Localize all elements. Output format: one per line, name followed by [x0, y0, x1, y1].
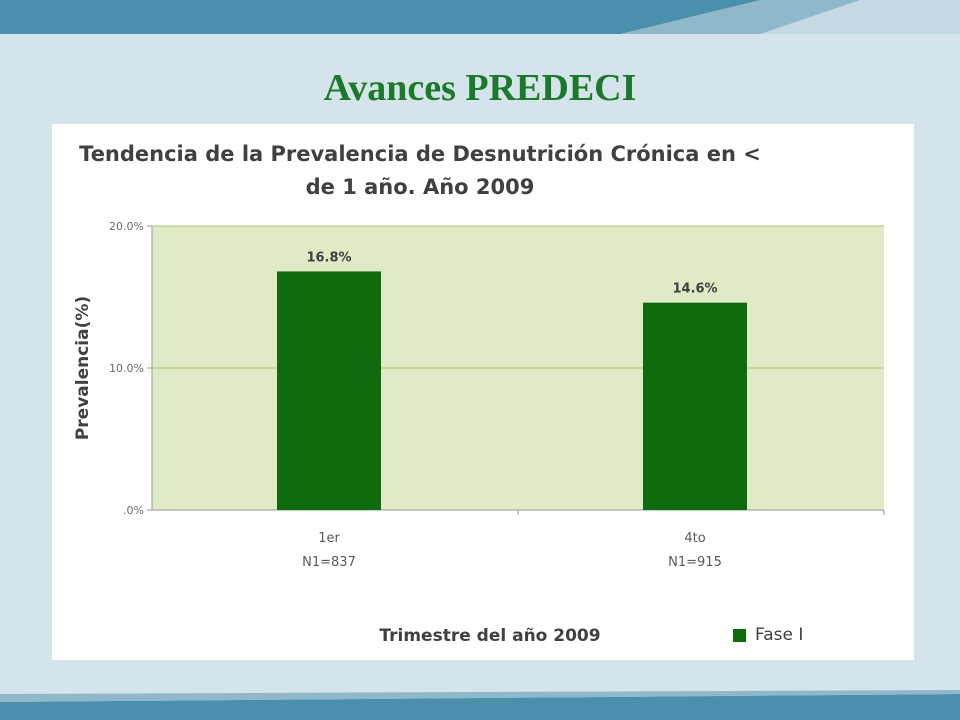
x-category-label: 1er — [318, 531, 340, 546]
slide-title: Avances PREDECI — [323, 67, 637, 109]
y-axis-title: Prevalencia(%) — [73, 296, 93, 440]
chart-legend: Fase I — [733, 624, 803, 646]
bar-data-label: 16.8% — [306, 250, 351, 265]
x-axis-title: Trimestre del año 2009 — [379, 626, 600, 646]
legend-label-fase-i: Fase I — [755, 625, 804, 645]
bar-data-label: 14.6% — [672, 282, 717, 297]
bottom-decorative-band — [0, 690, 960, 720]
y-tick-label: 10.0% — [109, 362, 144, 375]
x-category-sublabel: N1=837 — [302, 555, 356, 570]
chart-title-line-1: Tendencia de la Prevalencia de Desnutric… — [79, 142, 761, 166]
y-tick-label: .0% — [123, 504, 144, 517]
x-category-sublabel: N1=915 — [668, 555, 722, 570]
bar-1er — [277, 271, 381, 510]
chart-title: Tendencia de la Prevalencia de Desnutric… — [60, 138, 780, 204]
bar-4to — [643, 302, 747, 510]
x-category-label: 4to — [684, 531, 705, 546]
top-decorative-band — [0, 0, 960, 34]
legend-swatch-fase-i — [733, 628, 746, 642]
y-tick-label: 20.0% — [109, 220, 144, 233]
chart-title-line-2: de 1 año. Año 2009 — [305, 175, 535, 199]
bar-chart: .0% 10.0% 20.0% 16.8% 1er N1=837 14.6% 4to N1=91… — [73, 220, 885, 646]
